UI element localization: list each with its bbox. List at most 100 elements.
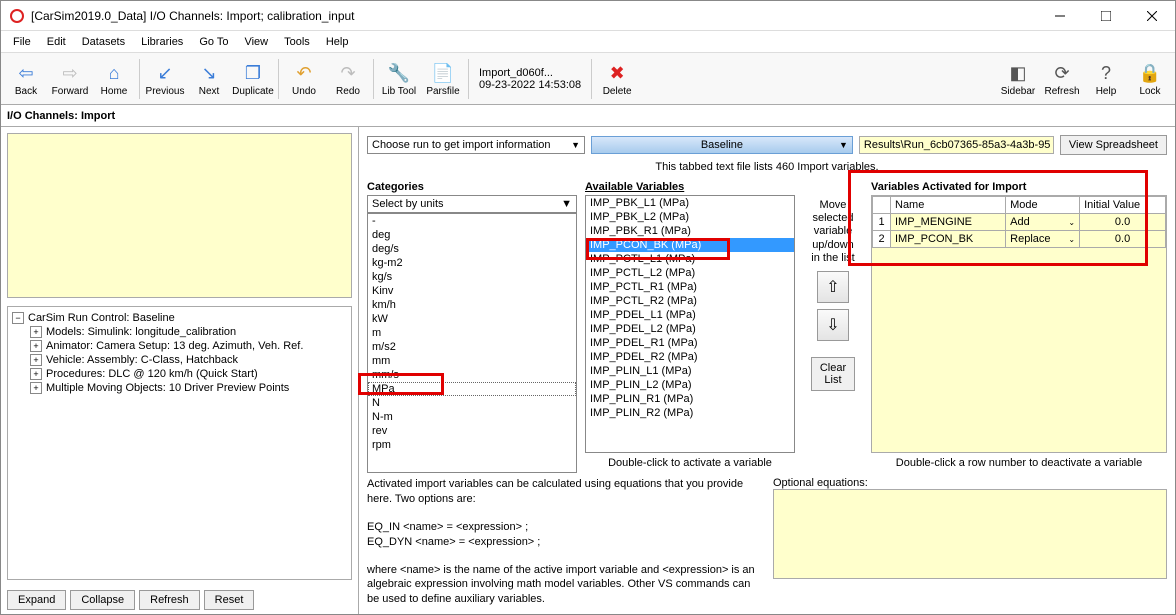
home-button[interactable]: ⌂Home [93, 55, 135, 103]
tree-view[interactable]: −CarSim Run Control: Baseline+Models: Si… [7, 306, 352, 580]
row-number[interactable]: 2 [873, 231, 891, 248]
parsfile-button[interactable]: 📄Parsfile [422, 55, 464, 103]
tree-node[interactable]: +Animator: Camera Setup: 13 deg. Azimuth… [12, 339, 347, 353]
tree-node[interactable]: +Procedures: DLC @ 120 km/h (Quick Start… [12, 367, 347, 381]
notes-box[interactable] [7, 133, 352, 298]
available-item[interactable]: IMP_PLIN_L2 (MPa) [586, 378, 794, 392]
category-item[interactable]: deg/s [368, 242, 576, 256]
minimize-button[interactable] [1037, 1, 1083, 31]
available-item[interactable]: IMP_PBK_R1 (MPa) [586, 224, 794, 238]
category-item[interactable]: km/h [368, 298, 576, 312]
available-item[interactable]: IMP_PDEL_R1 (MPa) [586, 336, 794, 350]
category-item[interactable]: deg [368, 228, 576, 242]
duplicate-button[interactable]: ❐Duplicate [232, 55, 274, 103]
run-combo[interactable]: Choose run to get import information ▼ [367, 136, 585, 154]
menu-help[interactable]: Help [318, 34, 357, 50]
categories-list[interactable]: -degdeg/skg-m2kg/sKinvkm/hkWmm/s2mmmm/sM… [367, 213, 577, 473]
category-item[interactable]: MPa [368, 382, 576, 396]
category-item[interactable]: rpm [368, 438, 576, 452]
var-initial-value[interactable]: 0.0 [1080, 214, 1166, 231]
available-item[interactable]: IMP_PCTL_R1 (MPa) [586, 280, 794, 294]
collapse-icon[interactable]: − [12, 312, 24, 324]
category-item[interactable]: - [368, 214, 576, 228]
menu-datasets[interactable]: Datasets [74, 34, 133, 50]
reset-button[interactable]: Reset [204, 590, 255, 610]
var-mode[interactable]: Add⌄ [1006, 214, 1080, 231]
category-item[interactable]: mm [368, 354, 576, 368]
lock-button[interactable]: 🔒Lock [1129, 55, 1171, 103]
available-item[interactable]: IMP_PBK_L1 (MPa) [586, 196, 794, 210]
tree-node[interactable]: +Vehicle: Assembly: C-Class, Hatchback [12, 353, 347, 367]
available-item[interactable]: IMP_PCTL_L2 (MPa) [586, 266, 794, 280]
available-item[interactable]: IMP_PBK_L2 (MPa) [586, 210, 794, 224]
select-by-units-combo[interactable]: Select by units ▼ [367, 195, 577, 213]
available-item[interactable]: IMP_PCTL_R2 (MPa) [586, 294, 794, 308]
activated-row[interactable]: 2IMP_PCON_BKReplace⌄0.0 [873, 231, 1166, 248]
expand-button[interactable]: Expand [7, 590, 66, 610]
menu-edit[interactable]: Edit [39, 34, 74, 50]
undo-button[interactable]: ↶Undo [283, 55, 325, 103]
var-initial-value[interactable]: 0.0 [1080, 231, 1166, 248]
forward-button[interactable]: ⇨Forward [49, 55, 91, 103]
libtool-button[interactable]: 🔧Lib Tool [378, 55, 420, 103]
category-item[interactable]: kW [368, 312, 576, 326]
category-item[interactable]: N-m [368, 410, 576, 424]
menu-libraries[interactable]: Libraries [133, 34, 191, 50]
next-button[interactable]: ↘Next [188, 55, 230, 103]
help-button[interactable]: ?Help [1085, 55, 1127, 103]
back-button[interactable]: ⇦Back [5, 55, 47, 103]
category-item[interactable]: kg-m2 [368, 256, 576, 270]
sidebar-button[interactable]: ◧Sidebar [997, 55, 1039, 103]
maximize-button[interactable] [1083, 1, 1129, 31]
menu-view[interactable]: View [236, 34, 276, 50]
available-item[interactable]: IMP_PCON_BK (MPa) [586, 238, 794, 252]
collapse-button[interactable]: Collapse [70, 590, 135, 610]
optional-equations-box[interactable] [773, 489, 1167, 579]
refresh-button[interactable]: Refresh [139, 590, 200, 610]
move-up-button[interactable]: ⇧ [817, 271, 849, 303]
close-button[interactable] [1129, 1, 1175, 31]
category-item[interactable]: m/s2 [368, 340, 576, 354]
menu-file[interactable]: File [5, 34, 39, 50]
category-item[interactable]: N [368, 396, 576, 410]
available-item[interactable]: IMP_PCTL_L1 (MPa) [586, 252, 794, 266]
available-item[interactable]: IMP_PLIN_R1 (MPa) [586, 392, 794, 406]
view-spreadsheet-button[interactable]: View Spreadsheet [1060, 135, 1167, 155]
refresh-button[interactable]: ⟳Refresh [1041, 55, 1083, 103]
clear-list-button[interactable]: ClearList [811, 357, 855, 391]
move-text: Moveselectedvariableup/downin the list [811, 199, 854, 265]
tree-root[interactable]: −CarSim Run Control: Baseline [12, 311, 347, 325]
menu-tools[interactable]: Tools [276, 34, 318, 50]
category-item[interactable]: kg/s [368, 270, 576, 284]
tree-node[interactable]: + Multiple Moving Objects: 10 Driver Prev… [12, 381, 347, 395]
category-item[interactable]: rev [368, 424, 576, 438]
available-item[interactable]: IMP_PDEL_L1 (MPa) [586, 308, 794, 322]
move-down-button[interactable]: ⇩ [817, 309, 849, 341]
var-mode[interactable]: Replace⌄ [1006, 231, 1080, 248]
available-item[interactable]: IMP_PDEL_L2 (MPa) [586, 322, 794, 336]
expand-icon[interactable]: + [30, 354, 42, 366]
tree-node[interactable]: +Models: Simulink: longitude_calibration [12, 325, 347, 339]
row-number[interactable]: 1 [873, 214, 891, 231]
available-list[interactable]: IMP_PBK_L1 (MPa)IMP_PBK_L2 (MPa)IMP_PBK_… [585, 195, 795, 453]
activated-row[interactable]: 1IMP_MENGINEAdd⌄0.0 [873, 214, 1166, 231]
category-item[interactable]: mm/s [368, 368, 576, 382]
menu-go-to[interactable]: Go To [191, 34, 236, 50]
available-item[interactable]: IMP_PLIN_L1 (MPa) [586, 364, 794, 378]
tree-node-label: Multiple Moving Objects: 10 Driver Previ… [46, 382, 289, 394]
expand-icon[interactable]: + [30, 368, 42, 380]
expand-icon[interactable]: + [30, 326, 42, 338]
category-item[interactable]: Kinv [368, 284, 576, 298]
previous-button[interactable]: ↙Previous [144, 55, 186, 103]
category-item[interactable]: m [368, 326, 576, 340]
available-item[interactable]: IMP_PLIN_R2 (MPa) [586, 406, 794, 420]
results-path[interactable]: Results\Run_6cb07365-85a3-4a3b-95 [859, 136, 1054, 154]
activated-table[interactable]: NameModeInitial Value1IMP_MENGINEAdd⌄0.0… [871, 195, 1167, 453]
redo-button[interactable]: ↷Redo [327, 55, 369, 103]
expand-icon[interactable]: + [30, 382, 42, 394]
expand-icon[interactable]: + [30, 340, 42, 352]
baseline-button[interactable]: Baseline ▼ [591, 136, 853, 154]
available-item[interactable]: IMP_PDEL_R2 (MPa) [586, 350, 794, 364]
delete-button[interactable]: ✖Delete [596, 55, 638, 103]
next-label: Next [199, 86, 220, 97]
